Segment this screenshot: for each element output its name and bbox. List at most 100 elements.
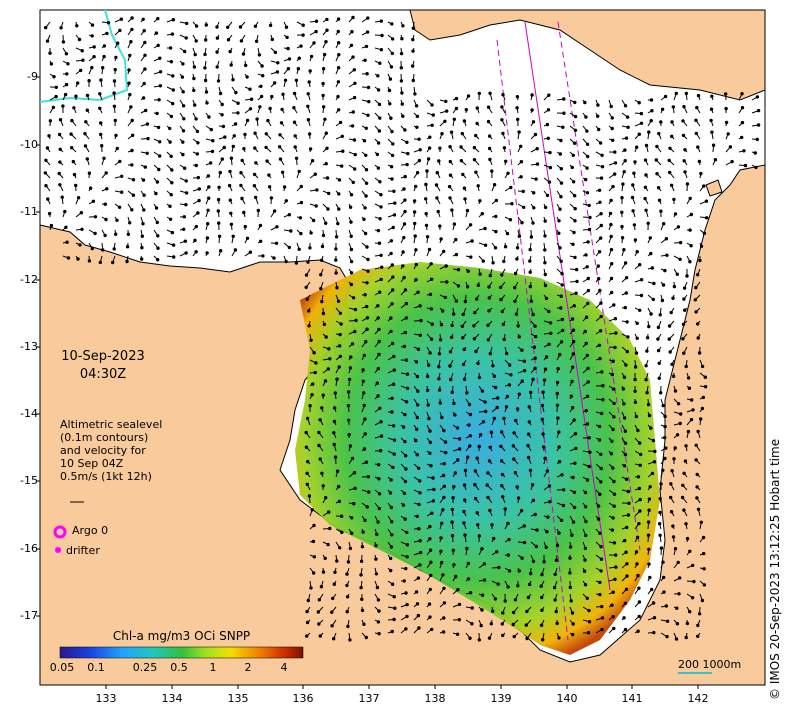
velocity-arrow-head bbox=[529, 260, 531, 262]
velocity-arrow-head bbox=[695, 311, 697, 313]
velocity-arrow-head bbox=[569, 586, 571, 588]
velocity-arrow-head bbox=[311, 160, 313, 162]
velocity-arrow-head bbox=[546, 531, 548, 533]
velocity-arrow-head bbox=[477, 524, 479, 526]
velocity-arrow-head bbox=[232, 235, 234, 237]
velocity-arrow-head bbox=[697, 508, 699, 510]
velocity-arrow-head bbox=[700, 521, 702, 523]
velocity-arrow-head bbox=[346, 573, 348, 575]
velocity-arrow-head bbox=[449, 160, 451, 162]
velocity-arrow-head bbox=[339, 547, 341, 549]
velocity-arrow-head bbox=[390, 330, 392, 332]
velocity-arrow-head bbox=[476, 298, 478, 300]
velocity-arrow-head bbox=[249, 251, 251, 253]
velocity-arrow-head bbox=[393, 369, 395, 371]
velocity-arrow-head bbox=[415, 279, 417, 281]
velocity-arrow-head bbox=[255, 40, 257, 42]
velocity-arrow-head bbox=[320, 287, 322, 289]
velocity-arrow-head bbox=[439, 225, 441, 227]
velocity-arrow-head bbox=[520, 176, 522, 178]
velocity-arrow-head bbox=[531, 484, 533, 486]
velocity-arrow-head bbox=[312, 540, 314, 542]
velocity-arrow-head bbox=[454, 414, 456, 416]
velocity-arrow-head bbox=[633, 224, 635, 226]
velocity-arrow-head bbox=[696, 473, 698, 475]
velocity-arrow-head bbox=[326, 18, 328, 20]
velocity-arrow-head bbox=[381, 266, 383, 268]
velocity-arrow-head bbox=[500, 460, 502, 462]
velocity-arrow-head bbox=[487, 120, 489, 122]
velocity-arrow-head bbox=[353, 69, 355, 71]
velocity-arrow-head bbox=[117, 42, 119, 44]
velocity-arrow-head bbox=[662, 469, 664, 471]
velocity-arrow-head bbox=[647, 521, 649, 523]
velocity-arrow-head bbox=[393, 355, 395, 357]
velocity-arrow-head bbox=[649, 237, 651, 239]
velocity-arrow-head bbox=[634, 161, 636, 163]
velocity-arrow-head bbox=[523, 206, 525, 208]
velocity-arrow-head bbox=[701, 407, 703, 409]
velocity-arrow-head bbox=[461, 132, 463, 134]
velocity-arrow-head bbox=[725, 121, 727, 123]
velocity-arrow-head bbox=[453, 313, 455, 315]
velocity-arrow-head bbox=[563, 112, 565, 114]
velocity-arrow-head bbox=[391, 130, 393, 132]
velocity-arrow-head bbox=[621, 237, 623, 239]
velocity-arrow-head bbox=[426, 236, 428, 238]
velocity-arrow-head bbox=[113, 105, 115, 107]
velocity-arrow-head bbox=[285, 200, 287, 202]
velocity-arrow-head bbox=[599, 201, 601, 203]
velocity-arrow-head bbox=[741, 121, 743, 123]
velocity-arrow-head bbox=[321, 407, 323, 409]
velocity-arrow-head bbox=[446, 110, 448, 112]
velocity-arrow-head bbox=[659, 314, 661, 316]
velocity-arrow-head bbox=[482, 260, 484, 262]
velocity-arrow-head bbox=[298, 170, 300, 172]
velocity-arrow-head bbox=[597, 518, 599, 520]
velocity-arrow-head bbox=[321, 472, 323, 474]
velocity-arrow-head bbox=[300, 45, 302, 47]
velocity-arrow-head bbox=[584, 584, 586, 586]
velocity-arrow-head bbox=[438, 366, 440, 368]
velocity-arrow-head bbox=[464, 534, 466, 536]
velocity-arrow-head bbox=[756, 96, 758, 98]
velocity-arrow-head bbox=[527, 444, 529, 446]
velocity-arrow-head bbox=[338, 500, 340, 502]
velocity-arrow-head bbox=[364, 433, 366, 435]
velocity-arrow-head bbox=[416, 115, 418, 117]
velocity-arrow-head bbox=[474, 484, 476, 486]
velocity-arrow-head bbox=[204, 67, 206, 69]
velocity-arrow-head bbox=[495, 199, 497, 201]
velocity-arrow-head bbox=[679, 577, 681, 579]
velocity-arrow-head bbox=[333, 432, 335, 434]
velocity-arrow-head bbox=[49, 120, 51, 122]
velocity-arrow-head bbox=[532, 560, 534, 562]
velocity-arrow-head bbox=[431, 104, 433, 106]
velocity-arrow-head bbox=[240, 172, 242, 174]
lat-tick-label: -17 bbox=[8, 609, 38, 622]
velocity-arrow-head bbox=[451, 508, 453, 510]
velocity-arrow-head bbox=[544, 220, 546, 222]
velocity-arrow-head bbox=[333, 443, 335, 445]
velocity-arrow-head bbox=[246, 76, 248, 78]
velocity-arrow-head bbox=[683, 472, 685, 474]
velocity-arrow-head bbox=[703, 232, 705, 234]
velocity-arrow-head bbox=[379, 62, 381, 64]
velocity-arrow-head bbox=[622, 183, 624, 185]
velocity-arrow-head bbox=[327, 208, 329, 210]
velocity-arrow-head bbox=[440, 550, 442, 552]
velocity-arrow-head bbox=[528, 406, 530, 408]
lat-tick-label: -13 bbox=[8, 340, 38, 353]
velocity-arrow-head bbox=[640, 122, 642, 124]
velocity-arrow-head bbox=[463, 510, 465, 512]
lat-tick-label: -16 bbox=[8, 542, 38, 555]
velocity-arrow-head bbox=[613, 493, 615, 495]
velocity-arrow-head bbox=[322, 234, 324, 236]
velocity-arrow-head bbox=[267, 119, 269, 121]
velocity-arrow-head bbox=[648, 414, 650, 416]
velocity-arrow-head bbox=[100, 79, 102, 81]
velocity-arrow-head bbox=[502, 132, 504, 134]
velocity-arrow-head bbox=[466, 547, 468, 549]
velocity-arrow-head bbox=[687, 430, 689, 432]
velocity-arrow-head bbox=[105, 218, 107, 220]
